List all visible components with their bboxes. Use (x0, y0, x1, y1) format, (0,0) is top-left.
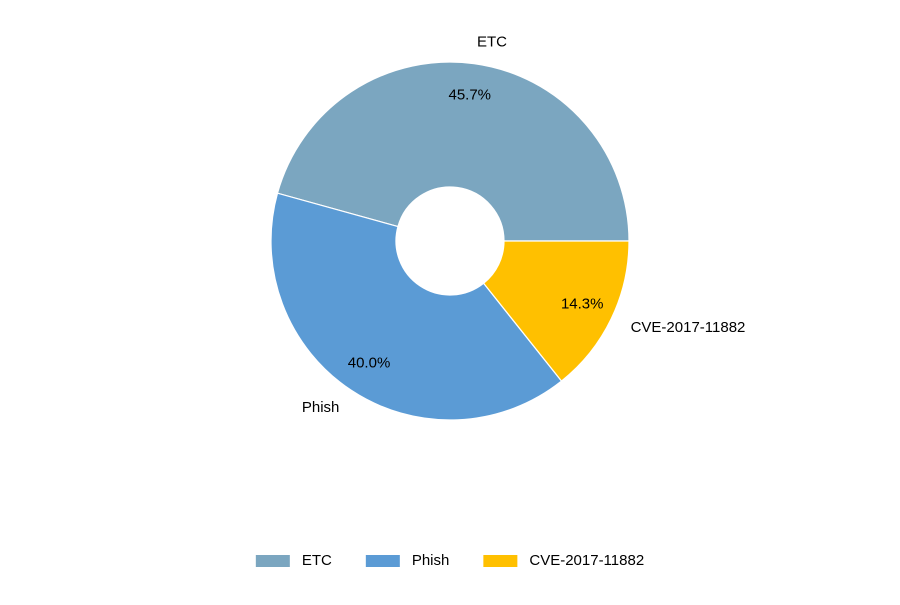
legend-label: CVE-2017-11882 (529, 552, 644, 569)
value-label: 45.7% (448, 87, 491, 104)
legend-swatch (483, 555, 518, 567)
legend-label: ETC (302, 552, 332, 569)
slice-label: CVE-2017-11882 (631, 319, 746, 336)
legend-swatch (365, 555, 400, 567)
slice-label: Phish (302, 399, 340, 416)
slice-label: ETC (477, 33, 507, 50)
value-label: 14.3% (561, 296, 604, 313)
slice (270, 192, 563, 421)
legend: ETC Phish CVE-2017-11882 (255, 552, 644, 569)
value-label: 40.0% (348, 354, 391, 371)
slice (482, 240, 630, 382)
legend-label: Phish (412, 552, 450, 569)
slice (276, 61, 630, 242)
legend-swatch (255, 555, 290, 567)
